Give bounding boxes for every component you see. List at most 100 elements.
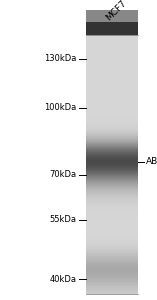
Bar [86,10,138,22]
Bar [86,250,138,251]
Bar [86,259,138,260]
Bar [86,241,138,242]
Bar [86,181,138,182]
Bar [86,139,138,140]
Text: 40kDa: 40kDa [49,275,76,284]
Bar [86,110,138,111]
Bar [86,221,138,222]
Bar [86,133,138,134]
Bar [86,90,138,91]
Bar [86,236,138,237]
Bar [86,162,138,163]
Bar [86,57,138,58]
Text: 130kDa: 130kDa [44,54,76,63]
Bar [86,218,138,219]
Bar [86,288,138,289]
Bar [86,216,138,217]
Bar [86,192,138,193]
Bar [86,213,138,214]
Bar [86,38,138,39]
Bar [86,239,138,240]
Bar [86,273,138,274]
Bar [86,185,138,186]
Bar [86,135,138,136]
Bar [86,96,138,97]
Bar [86,195,138,196]
Bar [86,183,138,184]
Bar [86,63,138,64]
Bar [86,277,138,278]
Bar [86,140,138,141]
Bar [86,292,138,293]
Bar [86,89,138,90]
Bar [86,180,138,181]
Bar [86,108,138,109]
Bar [86,56,138,57]
Bar [86,272,138,273]
Bar [86,240,138,241]
Bar [86,223,138,224]
Bar [86,80,138,81]
Bar [86,194,138,195]
Bar [86,67,138,68]
Bar [86,211,138,212]
Bar [86,193,138,194]
Bar [86,124,138,125]
Bar [86,134,138,135]
Bar [86,270,138,271]
Bar [86,252,138,253]
Bar [86,114,138,115]
Bar [86,178,138,179]
Bar [86,231,138,232]
Bar [86,176,138,177]
Bar [86,198,138,199]
Bar [86,201,138,202]
Bar [86,220,138,221]
Bar [86,159,138,160]
Bar [86,72,138,73]
Bar [86,120,138,121]
Bar [86,87,138,88]
Bar [86,130,138,131]
Bar [86,125,138,126]
Bar [86,141,138,142]
Bar [86,98,138,99]
Bar [86,86,138,87]
Bar [86,113,138,114]
Bar [86,215,138,216]
Bar [86,287,138,288]
Bar [86,238,138,239]
Bar [86,202,138,203]
Bar [86,116,138,117]
Bar [86,83,138,84]
Bar [86,264,138,265]
Bar [86,246,138,247]
Bar [86,187,138,188]
Bar [86,138,138,139]
Bar [86,261,138,262]
Bar [86,262,138,263]
Bar [86,59,138,60]
Bar [86,118,138,119]
Bar [86,234,138,235]
Bar [86,132,138,133]
Bar [86,65,138,66]
Bar [86,165,138,166]
Bar [86,123,138,124]
Bar [86,189,138,190]
Bar [86,137,138,138]
Bar [86,61,138,62]
Bar [86,157,138,158]
Bar [86,222,138,223]
Bar [86,103,138,104]
Bar [86,145,138,146]
Bar [86,228,138,229]
Bar [86,44,138,45]
Bar [86,47,138,48]
Bar [86,50,138,51]
Bar [86,36,138,37]
Bar [86,248,138,249]
Bar [86,268,138,269]
Bar [86,249,138,250]
Bar [86,276,138,277]
